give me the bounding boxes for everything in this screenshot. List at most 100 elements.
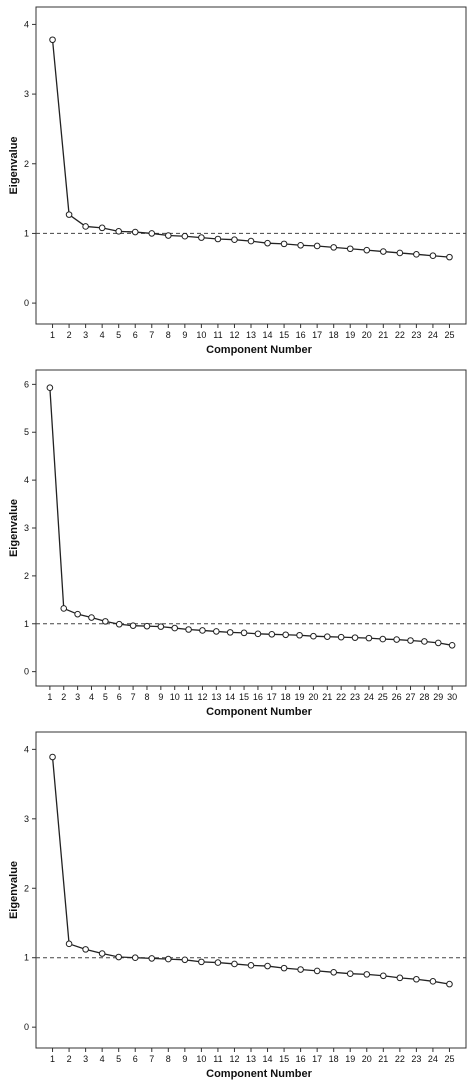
x-tick-label: 18 <box>329 1054 339 1064</box>
data-point <box>214 235 222 243</box>
data-point <box>231 236 238 243</box>
data-point <box>65 940 73 948</box>
x-tick-label: 17 <box>312 330 322 340</box>
y-axis-title: Eigenvalue <box>8 136 20 194</box>
x-tick-label: 25 <box>378 692 388 702</box>
x-tick-label: 28 <box>419 692 429 702</box>
x-tick-label: 13 <box>211 692 221 702</box>
x-tick-label: 8 <box>166 330 171 340</box>
data-point <box>413 975 420 983</box>
x-tick-label: 9 <box>182 330 187 340</box>
data-point <box>330 968 337 976</box>
data-point <box>393 636 400 643</box>
data-point <box>131 228 139 236</box>
data-point <box>434 639 442 647</box>
x-tick-label: 7 <box>149 1054 154 1064</box>
data-point <box>98 224 106 232</box>
x-tick-label: 3 <box>75 692 80 702</box>
data-point <box>297 241 304 249</box>
data-point <box>264 239 271 247</box>
data-point <box>213 628 220 635</box>
x-tick-label: 13 <box>246 330 256 340</box>
x-tick-label: 25 <box>444 1054 454 1064</box>
x-tick-label: 7 <box>149 330 154 340</box>
x-tick-label: 24 <box>428 330 438 340</box>
x-tick-label: 3 <box>83 1054 88 1064</box>
x-tick-label: 18 <box>329 330 339 340</box>
x-tick-label: 12 <box>197 692 207 702</box>
data-point <box>379 635 387 643</box>
x-tick-label: 23 <box>411 1054 421 1064</box>
data-point <box>254 630 262 638</box>
plot-frame <box>35 6 467 325</box>
x-tick-label: 17 <box>267 692 277 702</box>
x-tick-label: 13 <box>246 1054 256 1064</box>
y-tick-label: 5 <box>24 427 29 437</box>
x-tick-label: 7 <box>131 692 136 702</box>
x-tick-label: 10 <box>196 1054 206 1064</box>
data-point <box>165 955 172 963</box>
x-tick-label: 30 <box>447 692 457 702</box>
x-tick-label: 10 <box>196 330 206 340</box>
y-tick-label: 3 <box>24 89 29 99</box>
data-point <box>115 228 122 235</box>
x-tick-label: 4 <box>100 1054 105 1064</box>
data-point <box>448 642 456 649</box>
x-tick-label: 24 <box>364 692 374 702</box>
data-point <box>337 633 345 641</box>
x-tick-label: 8 <box>166 1054 171 1064</box>
x-tick-label: 11 <box>184 692 193 702</box>
data-point <box>363 246 371 254</box>
data-point <box>131 954 139 962</box>
y-tick-label: 2 <box>24 159 29 169</box>
data-point <box>157 623 165 630</box>
series-line <box>51 756 450 985</box>
x-tick-label: 21 <box>322 692 332 702</box>
x-tick-label: 14 <box>225 692 235 702</box>
x-tick-label: 5 <box>116 330 121 340</box>
data-point <box>165 232 172 239</box>
data-point <box>346 970 354 977</box>
x-tick-label: 15 <box>279 330 289 340</box>
data-point <box>346 245 354 253</box>
data-point <box>226 629 234 636</box>
x-tick-label: 27 <box>406 692 416 702</box>
data-point <box>102 618 109 625</box>
y-tick-label: 4 <box>24 475 29 485</box>
x-tick-label: 20 <box>308 692 318 702</box>
x-tick-label: 21 <box>378 1054 388 1064</box>
y-tick-label: 2 <box>24 883 29 893</box>
x-tick-label: 8 <box>144 692 149 702</box>
data-point <box>181 956 189 964</box>
data-point <box>330 244 337 251</box>
x-tick-label: 9 <box>158 692 163 702</box>
data-point <box>198 958 205 966</box>
data-point <box>407 637 414 644</box>
x-tick-label: 6 <box>133 1054 138 1064</box>
x-tick-label: 29 <box>433 692 443 702</box>
data-point <box>380 248 387 255</box>
x-tick-label: 2 <box>67 330 72 340</box>
data-point <box>231 960 238 968</box>
x-tick-label: 2 <box>67 1054 72 1064</box>
data-point <box>98 950 106 957</box>
data-point <box>429 978 437 985</box>
x-tick-label: 26 <box>392 692 402 702</box>
x-tick-label: 16 <box>296 1054 306 1064</box>
data-point <box>46 384 54 392</box>
y-tick-label: 4 <box>24 19 29 29</box>
x-tick-label: 12 <box>229 1054 239 1064</box>
y-tick-label: 3 <box>24 814 29 824</box>
data-point <box>148 230 156 237</box>
x-tick-label: 19 <box>345 1054 355 1064</box>
data-point <box>247 962 255 969</box>
data-point <box>363 971 371 978</box>
data-point <box>351 634 359 641</box>
data-point <box>129 622 137 629</box>
data-point <box>313 967 321 975</box>
data-point <box>421 638 428 645</box>
data-point <box>446 253 453 261</box>
data-point <box>214 959 222 966</box>
